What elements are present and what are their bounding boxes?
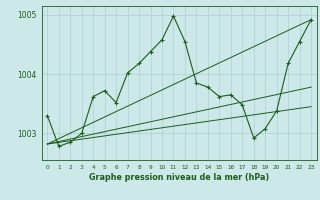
X-axis label: Graphe pression niveau de la mer (hPa): Graphe pression niveau de la mer (hPa) (89, 173, 269, 182)
